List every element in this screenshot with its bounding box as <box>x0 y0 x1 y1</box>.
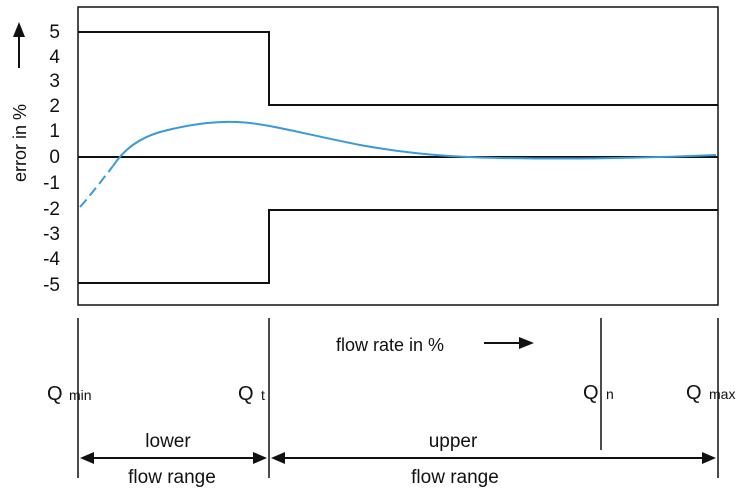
y-tick-label: -3 <box>43 224 60 245</box>
y-tick-label: 0 <box>49 147 60 168</box>
y-tick-label: 1 <box>49 121 60 142</box>
q-t-label: Q t <box>238 383 265 405</box>
lower-range-sublabel: flow range <box>128 467 216 488</box>
y-tick-label: 3 <box>49 71 60 92</box>
svg-text:n: n <box>606 386 614 402</box>
y-tick-label: -5 <box>43 275 60 296</box>
y-tick-labels: 5 4 3 2 1 0 -1 -2 -3 -4 -5 <box>43 22 60 296</box>
q-min-label: Q min <box>47 383 92 405</box>
error-curve <box>113 122 716 166</box>
svg-text:Q: Q <box>583 382 599 404</box>
lower-range-label: lower <box>145 431 191 452</box>
x-axis-arrow-icon <box>484 337 534 349</box>
svg-text:Q: Q <box>686 382 702 404</box>
q-n-label: Q n <box>583 382 614 404</box>
svg-text:min: min <box>69 387 92 403</box>
error-curve-dashed <box>80 166 113 207</box>
y-tick-label: 2 <box>49 96 60 117</box>
svg-text:t: t <box>261 387 265 403</box>
y-axis-title: error in % <box>10 104 30 182</box>
y-tick-label: 5 <box>49 22 60 43</box>
x-axis-title: flow rate in % <box>336 335 444 355</box>
y-tick-label: -2 <box>43 199 60 220</box>
upper-range-label: upper <box>429 431 478 452</box>
upper-range-sublabel: flow range <box>411 467 499 488</box>
svg-text:Q: Q <box>238 383 254 405</box>
y-tick-label: -4 <box>43 249 60 270</box>
upper-range-arrow-icon <box>271 452 716 464</box>
lower-error-limit <box>78 210 718 283</box>
y-tick-label: 4 <box>49 47 60 68</box>
svg-text:max: max <box>709 386 735 402</box>
y-axis-arrow-icon <box>13 22 25 68</box>
svg-text:Q: Q <box>47 383 63 405</box>
y-tick-label: -1 <box>43 173 60 194</box>
upper-error-limit <box>78 32 718 105</box>
q-max-label: Q max <box>686 382 735 404</box>
lower-range-arrow-icon <box>80 452 267 464</box>
